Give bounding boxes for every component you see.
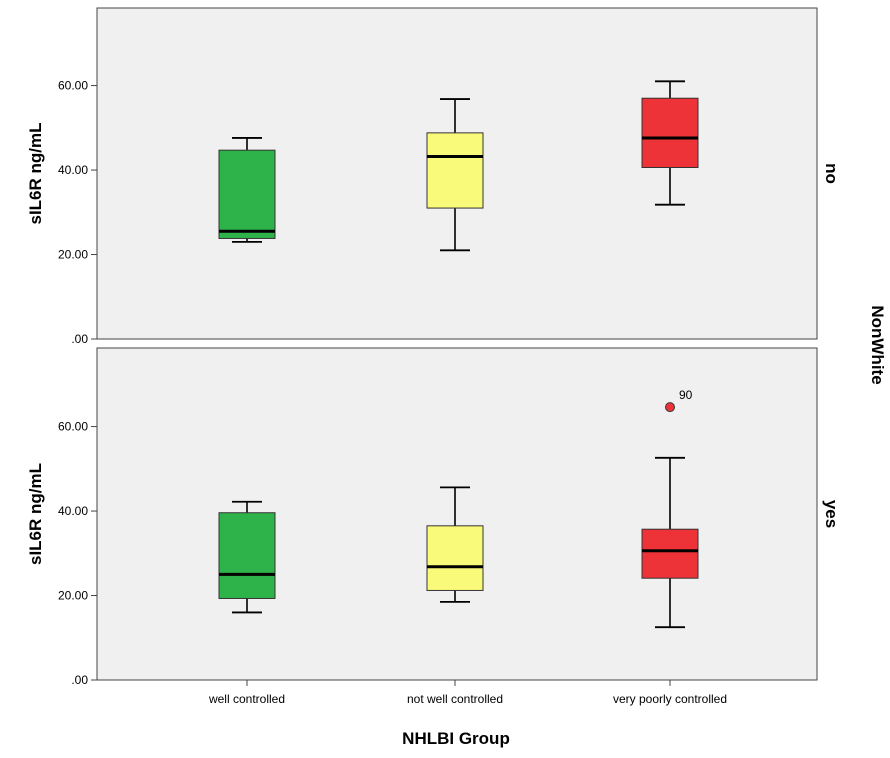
panel-background-yes (96, 347, 818, 681)
x-tick-label: well controlled (208, 692, 285, 706)
y-tick-label: 60.00 (58, 79, 88, 93)
box-very-poorly-controlled (641, 528, 699, 579)
facet-label: NonWhite (868, 305, 887, 384)
box-not-well-controlled (426, 525, 484, 591)
y-axis-title: sIL6R ng/mL (26, 463, 45, 565)
panel-label-yes: yes (822, 500, 841, 528)
y-tick-label: 40.00 (58, 163, 88, 177)
x-axis-title: NHLBI Group (402, 729, 510, 748)
y-tick-label: 20.00 (58, 248, 88, 262)
y-tick-label: 20.00 (58, 589, 88, 603)
outlier-label: 90 (679, 388, 693, 402)
box-very-poorly-controlled (641, 97, 699, 169)
panel-label-no: no (822, 163, 841, 184)
x-tick-label: not well controlled (407, 692, 503, 706)
box-not-well-controlled (426, 132, 484, 209)
y-tick-label: 40.00 (58, 504, 88, 518)
outlier-point (665, 402, 675, 413)
box-well-controlled (218, 512, 276, 599)
box-well-controlled (218, 149, 276, 239)
y-tick-label: .00 (71, 673, 88, 687)
y-axis-title: sIL6R ng/mL (26, 122, 45, 224)
x-tick-label: very poorly controlled (613, 692, 727, 706)
y-tick-label: 60.00 (58, 420, 88, 434)
y-tick-label: .00 (71, 332, 88, 346)
